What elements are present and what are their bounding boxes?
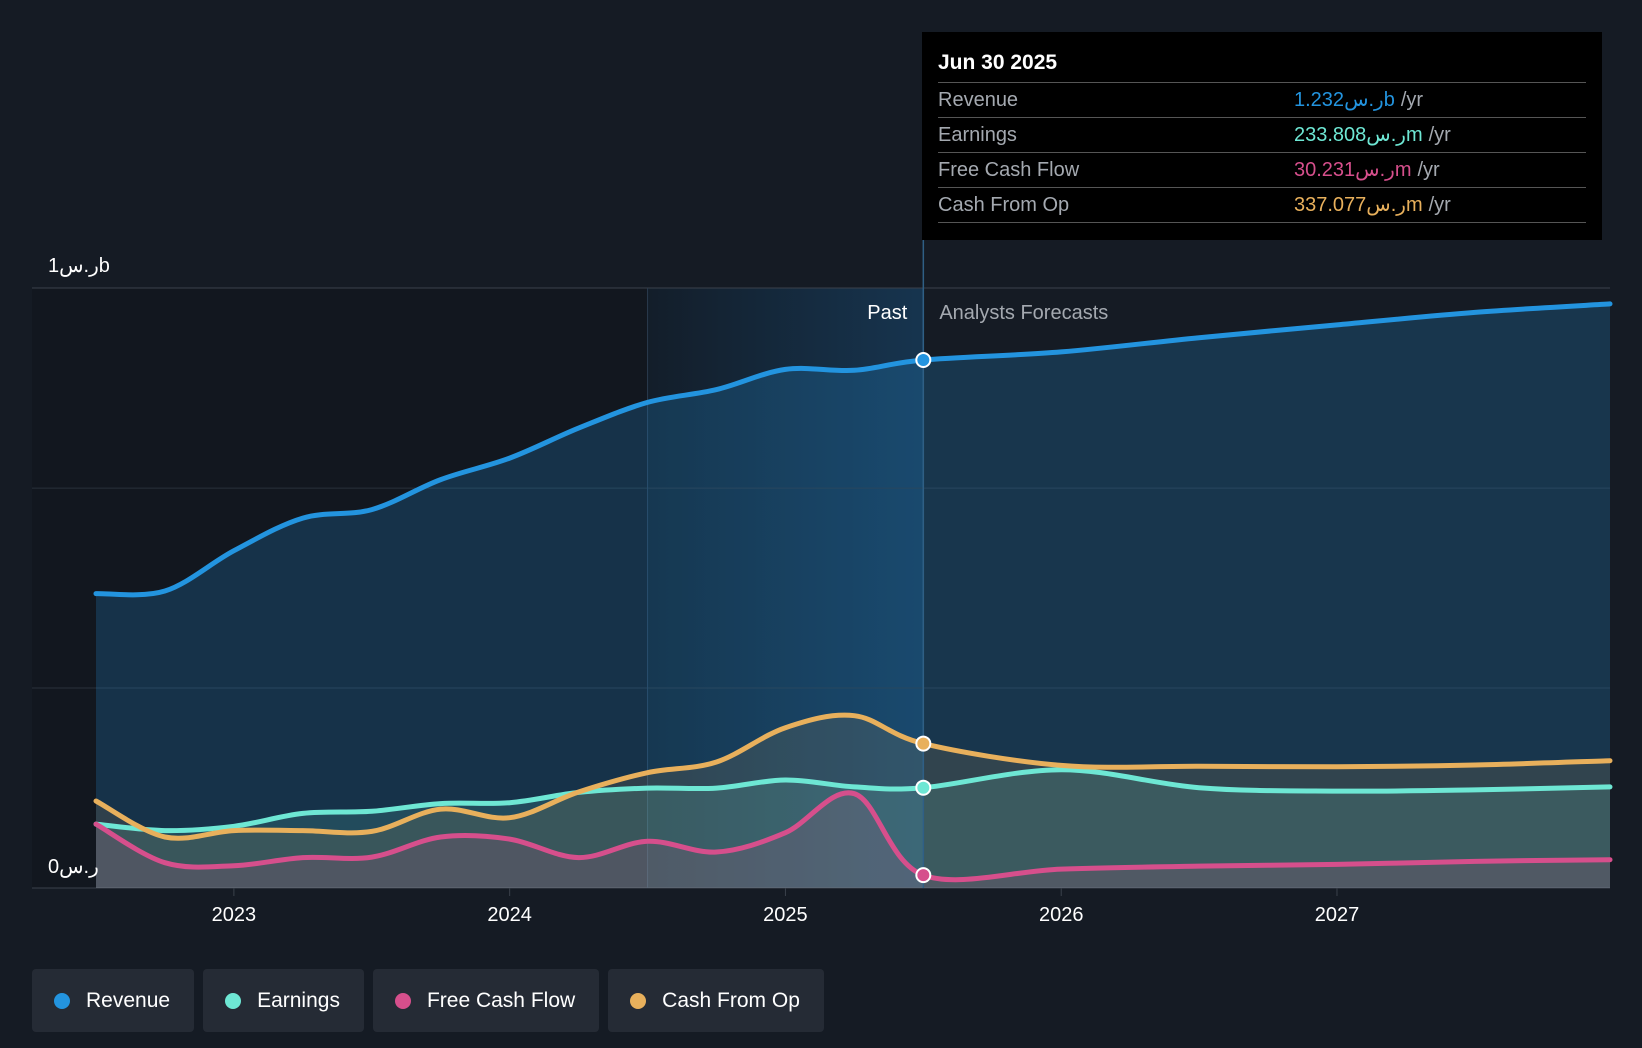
free-cash-flow-marker[interactable] [915,867,932,884]
tooltip-date: Jun 30 2025 [938,48,1586,83]
tooltip-row-free-cash-flow: Free Cash Flow 30.231ر.سm /yr [938,153,1586,188]
tooltip-label: Revenue [938,89,1019,111]
legend-label: Cash From Op [662,988,800,1012]
x-tick-label: 2027 [1315,904,1360,926]
revenue-dot-icon [54,992,70,1009]
tooltip-row-revenue: Revenue 1.232ر.سb /yr [938,83,1586,118]
legend-label: Free Cash Flow [426,988,576,1012]
legend-label: Revenue [86,988,171,1012]
tooltip-row-earnings: Earnings 233.808ر.سm /yr [938,118,1586,153]
free-cash-flow-line [93,790,1613,883]
legend-item-earnings[interactable]: Earnings [203,969,364,1032]
free-cash-flow-area [96,792,1610,888]
tooltip-unit: /yr [1428,194,1451,216]
tooltip-value: 337.077ر.سm [1294,194,1423,216]
tooltip-unit: /yr [1400,89,1424,111]
legend-item-free-cash-flow[interactable]: Free Cash Flow [372,969,600,1032]
past-label: Past [867,302,907,324]
tooltip-value: 30.231ر.سm [1294,159,1412,181]
legend-label: Earnings [257,988,340,1012]
tooltip-row-cash-from-op: Cash From Op 337.077ر.سm /yr [938,188,1586,223]
revenue-marker[interactable] [915,352,932,368]
legend-item-cash-from-op[interactable]: Cash From Op [608,969,824,1032]
tooltip-unit: /yr [1428,124,1451,146]
tooltip-value: 233.808ر.سm [1294,124,1423,146]
legend: Revenue Earnings Free Cash Flow Cash Fro… [32,969,824,1032]
tooltip-label: Cash From Op [938,194,1070,216]
revenue-area [96,303,1610,888]
x-tick-label: 2025 [763,904,808,926]
legend-item-revenue[interactable]: Revenue [32,969,195,1032]
forecast-label: Analysts Forecasts [939,302,1108,324]
earnings-line [93,767,1613,834]
earnings-area [96,769,1610,888]
earnings-marker[interactable] [915,779,932,796]
free-cash-flow-dot-icon [394,992,411,1009]
y-axis-label-bottom: 0ر.س [48,856,99,878]
revenue-line [93,301,1613,598]
tooltip-label: Earnings [938,124,1017,146]
tooltip: Jun 30 2025 Revenue 1.232ر.سb /yr Earnin… [922,32,1602,240]
cash-from-op-line [93,712,1613,841]
x-tick-label: 2024 [487,904,532,926]
tooltip-label: Free Cash Flow [938,159,1080,181]
tooltip-value: 1.232ر.سb [1294,89,1395,111]
x-tick-label: 2026 [1039,904,1084,926]
tooltip-unit: /yr [1417,159,1440,181]
cash-from-op-marker[interactable] [915,735,932,752]
y-axis-label-top: 1ر.سb [48,255,110,277]
x-tick-label: 2023 [212,904,257,926]
earnings-dot-icon [225,992,242,1009]
cash-from-op-dot-icon [630,992,647,1009]
cash-from-op-area [96,715,1610,888]
